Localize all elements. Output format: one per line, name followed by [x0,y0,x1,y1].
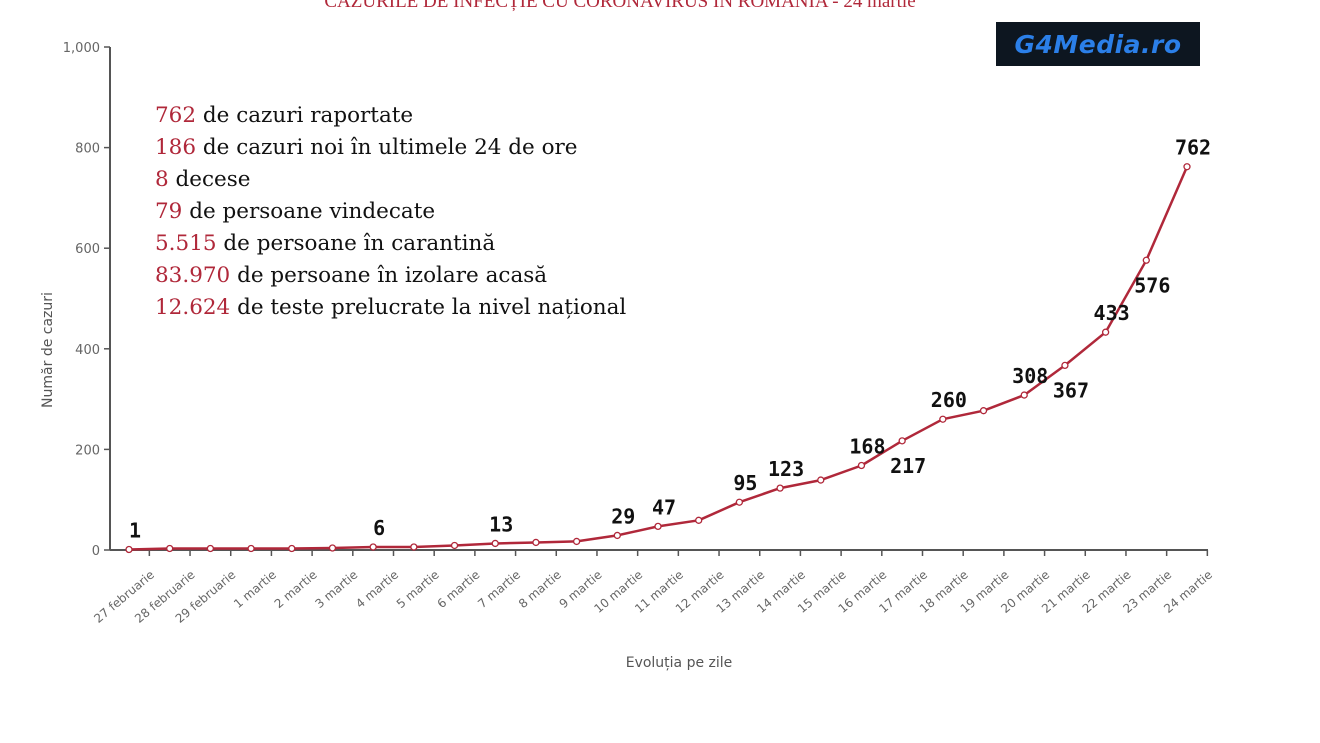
stat-label: de persoane în izolare acasă [230,263,548,288]
stat-label: de persoane în carantină [216,231,496,256]
y-tick-label: 400 [75,343,100,358]
data-point [857,461,866,470]
data-label: 762 [1175,136,1211,160]
stat-label: de cazuri raportate [196,103,414,128]
data-point [613,531,621,540]
g4media-logo: G4Media.ro [996,22,1200,66]
chart-title: CAZURILE DE INFECȚIE CU CORONAVIRUS ÎN R… [324,0,916,12]
x-tick-label: 7 martie [475,568,523,611]
y-tick-label: 1,000 [63,41,100,56]
logo-text: G4Media.ro [1014,29,1182,59]
data-point [491,539,499,548]
data-label: 6 [373,516,385,540]
data-point [939,415,947,423]
y-tick-label: 0 [92,544,100,559]
data-point [979,407,988,415]
data-label: 217 [890,454,926,478]
x-tick-label: 8 martie [516,568,564,611]
data-point [735,498,744,506]
stats-summary: 762 de cazuri raportate 186 de cazuri no… [155,100,626,324]
data-point [288,544,296,553]
data-point [695,516,703,524]
data-point [1020,391,1028,399]
data-point [166,544,174,553]
data-point [532,538,540,547]
data-point [410,543,418,551]
y-tick-label: 200 [75,443,100,458]
data-point [328,544,337,552]
stat-value: 186 [155,135,197,160]
stat-label: decese [168,167,251,192]
stat-value: 83.970 [155,263,231,288]
data-label: 13 [489,512,513,536]
data-point [1061,361,1069,370]
x-tick-label: 3 martie [312,568,360,611]
data-point [247,544,255,553]
data-label: 576 [1134,273,1170,297]
x-axis-title: Evoluția pe zile [626,655,733,671]
stat-value: 12.624 [155,295,231,320]
stat-label: de teste prelucrate la nivel național [230,295,627,320]
data-point [776,484,784,492]
x-tick-label: 4 martie [353,568,401,611]
stat-value: 79 [155,199,183,224]
data-label: 123 [768,457,804,481]
y-tick-label: 600 [75,242,100,257]
stat-recovered: 79 de persoane vindecate [155,196,626,228]
data-label: 260 [931,388,967,412]
stat-quarantine: 5.515 de persoane în carantină [155,228,626,260]
data-point [206,544,215,553]
data-label: 95 [733,471,757,495]
data-label: 308 [1012,364,1048,388]
stat-reported-cases: 762 de cazuri raportate [155,100,626,132]
data-label: 433 [1094,301,1130,325]
x-tick-label: 5 martie [394,568,442,611]
stat-label: de persoane vindecate [182,199,436,224]
data-label: 1 [129,518,141,542]
data-point [572,537,581,546]
stat-new-cases: 186 de cazuri noi în ultimele 24 de ore [155,132,626,164]
x-tick-label: 1 martie [231,568,279,611]
data-label: 367 [1053,378,1089,402]
stat-label: de cazuri noi în ultimele 24 de ore [196,135,578,160]
data-point [450,541,459,550]
data-point [898,437,906,445]
data-point [1142,256,1150,264]
y-tick-label: 800 [75,142,100,157]
data-label: 47 [652,495,676,519]
data-point [369,543,377,551]
data-label: 29 [611,504,635,528]
data-point [654,522,662,531]
data-point [1101,328,1110,336]
x-tick-label: 2 martie [272,568,320,611]
series-line [128,166,1189,551]
stat-tests: 12.624 de teste prelucrate la nivel nați… [155,292,626,324]
data-point [1183,163,1191,171]
stat-value: 5.515 [155,231,217,256]
x-tick-label: 6 martie [435,568,483,611]
stat-value: 8 [155,167,169,192]
data-label: 168 [849,434,885,458]
stat-home-isolation: 83.970 de persoane în izolare acasă [155,260,626,292]
data-point [125,545,133,554]
y-axis-title: Număr de cazuri [40,292,56,408]
data-point [817,476,825,484]
stat-value: 762 [155,103,197,128]
stat-deaths: 8 decese [155,164,626,196]
